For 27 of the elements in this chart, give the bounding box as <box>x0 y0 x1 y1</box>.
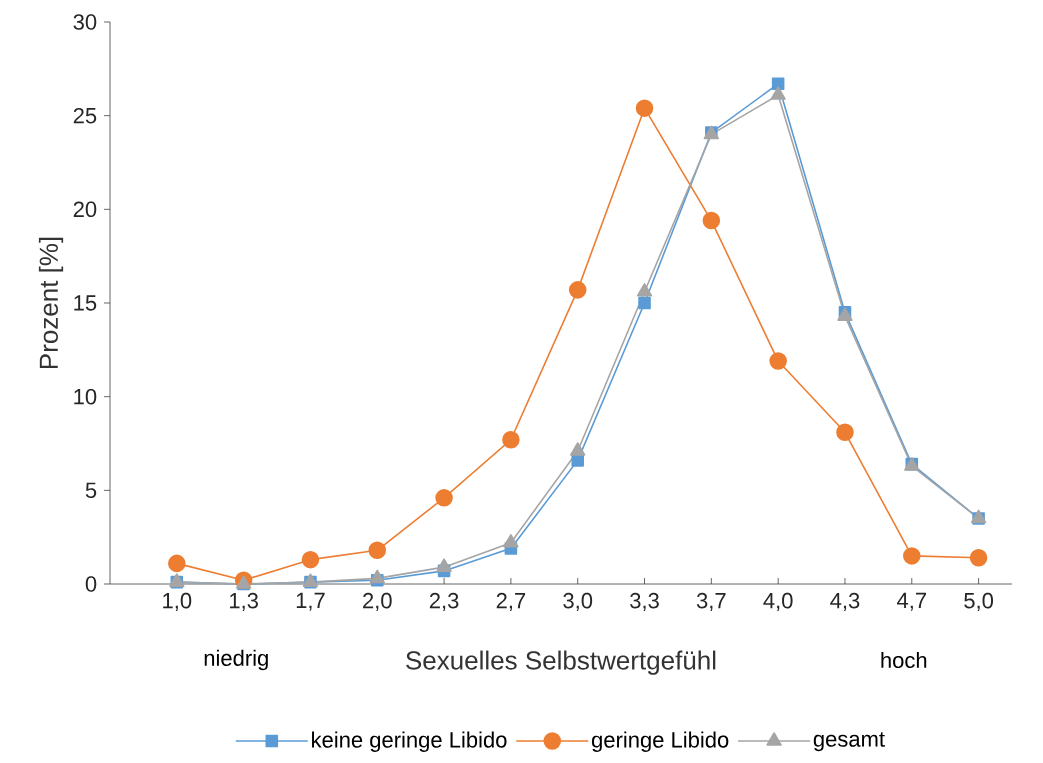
x-tick-label: 2,7 <box>496 592 526 612</box>
x-tick-label: 1,3 <box>230 592 258 612</box>
text: niedrig <box>204 649 268 671</box>
y-tick-label: 5 <box>85 482 97 499</box>
x-tick-label: 3,7 <box>696 592 726 612</box>
legend-label: keine geringe Libido <box>312 731 507 752</box>
legend-label: gesamt <box>813 732 885 752</box>
x-tick-label: 1,7 <box>296 592 325 611</box>
x-tick-label: 5,0 <box>964 592 994 612</box>
x-tick-label: 1,0 <box>163 592 192 612</box>
x-tick-label: 4,0 <box>763 592 793 612</box>
x-tick-label: 4,7 <box>896 592 926 611</box>
y-tick-label: 20 <box>73 201 97 218</box>
y-tick-label: 30 <box>73 14 97 30</box>
x-tick-label: 2,0 <box>363 592 392 612</box>
x-tick-label: 2,3 <box>429 592 459 612</box>
x-tick-label: 4,3 <box>830 592 860 612</box>
y-axis-title: Prozent [%] <box>38 237 64 369</box>
y-tick-label: 25 <box>73 107 97 124</box>
y-tick-label: 10 <box>74 388 97 405</box>
x-axis-title: Sexuelles Selbstwertgefühl <box>406 650 716 675</box>
x-tick-label: 3,0 <box>563 592 593 612</box>
x-tick-label: 3,3 <box>630 592 659 612</box>
y-tick-label: 0 <box>85 576 97 592</box>
y-tick-label: 15 <box>74 295 97 311</box>
legend-label: geringe Libido <box>592 731 729 752</box>
text: hoch <box>881 651 927 669</box>
